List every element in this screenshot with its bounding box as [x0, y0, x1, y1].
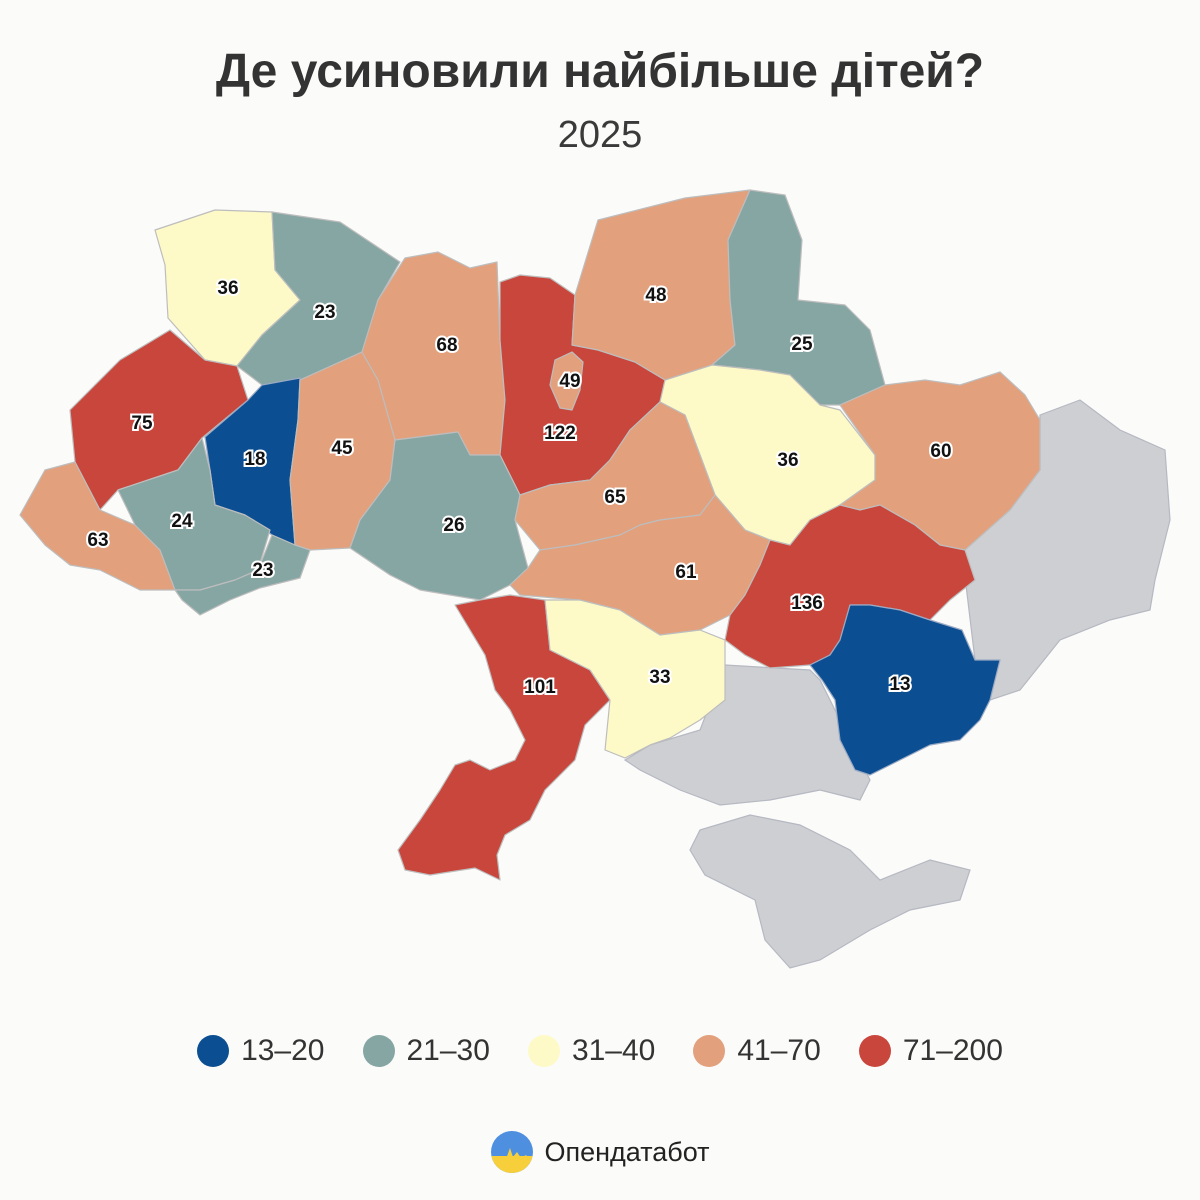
- legend: 13–20 21–30 31–40 41–70 71–200: [0, 1034, 1200, 1068]
- crimea: [689, 814, 971, 969]
- legend-label: 21–30: [406, 1034, 490, 1067]
- region-vinnytsia: [349, 431, 529, 601]
- label-ivano-frankivsk: 24: [171, 511, 193, 532]
- label-kyiv-oblast: 122: [544, 423, 576, 444]
- label-kirovohrad: 61: [675, 562, 697, 583]
- label-chernivtsi: 23: [252, 560, 273, 581]
- label-kharkiv: 60: [930, 441, 951, 462]
- label-dnipropetrovsk: 136: [791, 593, 823, 614]
- region-kyiv-city: [549, 351, 584, 411]
- legend-item: 31–40: [527, 1034, 656, 1068]
- map-title: Де усиновили найбільше дітей?: [215, 45, 985, 98]
- opendatabot-logo-icon: [491, 1131, 534, 1173]
- region-mykolaiv: [544, 599, 726, 759]
- label-lviv: 75: [131, 413, 153, 434]
- label-chernihiv: 48: [645, 285, 666, 306]
- label-mykolaiv: 33: [649, 667, 670, 688]
- label-volyn: 36: [217, 278, 238, 299]
- legend-swatch: [527, 1035, 560, 1067]
- label-khmelnytskyi: 45: [331, 438, 353, 459]
- label-zakarpattia: 63: [87, 530, 108, 551]
- legend-item: 71–200: [858, 1034, 1003, 1068]
- legend-swatch: [693, 1035, 726, 1067]
- label-zhytomyr: 68: [436, 335, 457, 356]
- legend-label: 41–70: [737, 1034, 821, 1067]
- region-kharkiv: [839, 371, 1041, 551]
- brand: Опендатабот: [0, 1130, 1200, 1174]
- label-kyiv-city: 49: [559, 371, 580, 392]
- legend-item: 21–30: [362, 1034, 490, 1068]
- label-vinnytsia: 26: [443, 515, 464, 536]
- legend-item: 13–20: [197, 1034, 325, 1068]
- label-poltava: 36: [777, 450, 798, 471]
- label-zaporizhzhia: 13: [889, 674, 910, 695]
- label-odesa: 101: [524, 677, 556, 698]
- label-cherkasy: 65: [604, 487, 626, 508]
- label-rivne: 23: [314, 302, 335, 323]
- legend-label: 31–40: [571, 1034, 656, 1067]
- label-ternopil: 18: [244, 449, 265, 470]
- legend-swatch: [362, 1035, 395, 1067]
- legend-label: 13–20: [241, 1034, 325, 1067]
- region-chernivtsi: [174, 534, 311, 616]
- map-subtitle: 2025: [557, 114, 643, 156]
- region-sumy: [711, 189, 886, 406]
- legend-label: 71–200: [902, 1034, 1003, 1067]
- region-ivano-frankivsk: [117, 437, 271, 591]
- label-sumy: 25: [791, 334, 813, 355]
- legend-swatch: [858, 1035, 891, 1067]
- region-zaporizhzhia: [809, 604, 1001, 776]
- legend-swatch: [197, 1035, 230, 1067]
- legend-item: 41–70: [693, 1034, 821, 1068]
- brand-name: Опендатабот: [544, 1136, 710, 1167]
